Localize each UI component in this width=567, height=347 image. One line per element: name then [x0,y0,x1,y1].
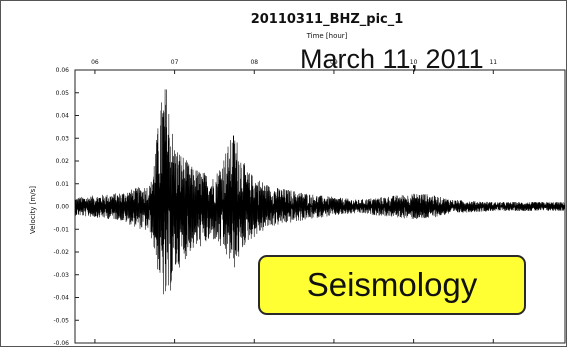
x-tick-label: 07 [171,59,179,66]
date-annotation: March 11, 2011 [300,44,484,74]
seismology-label: Seismology [306,266,478,303]
y-axis-label: Velocity [m/s] [29,186,37,234]
x-tick-label: 11 [489,59,497,66]
y-tick-label: -0.01 [53,226,69,233]
y-tick-label: 0.01 [56,181,70,188]
x-tick-label: 08 [250,59,258,66]
y-tick-label: 0.02 [56,158,70,165]
y-tick-label: -0.02 [53,249,69,256]
x-tick-label: 09 [330,59,338,66]
y-tick-label: 0.06 [56,67,70,74]
y-tick-label: -0.04 [53,295,69,302]
seismic-trace [74,89,566,295]
y-tick-label: -0.06 [53,340,69,347]
x-axis-label: Time [hour] [306,32,348,40]
y-tick-label: 0.00 [56,204,70,211]
y-tick-label: 0.03 [56,135,70,142]
y-tick-label: -0.03 [53,272,69,279]
y-tick-label: -0.05 [53,317,69,324]
axis-ticks: 06 07 08 09 10 11 0.06 0.05 0.04 0.03 0.02 0.01 0.00… [53,59,497,347]
chart-title: 20110311_BHZ_pic_1 [251,12,404,27]
y-tick-label: 0.04 [56,113,70,120]
seismology-label-box: Seismology [258,255,526,315]
x-tick-label: 06 [91,59,99,66]
x-tick-label: 10 [410,59,418,66]
y-tick-label: 0.05 [56,90,70,97]
